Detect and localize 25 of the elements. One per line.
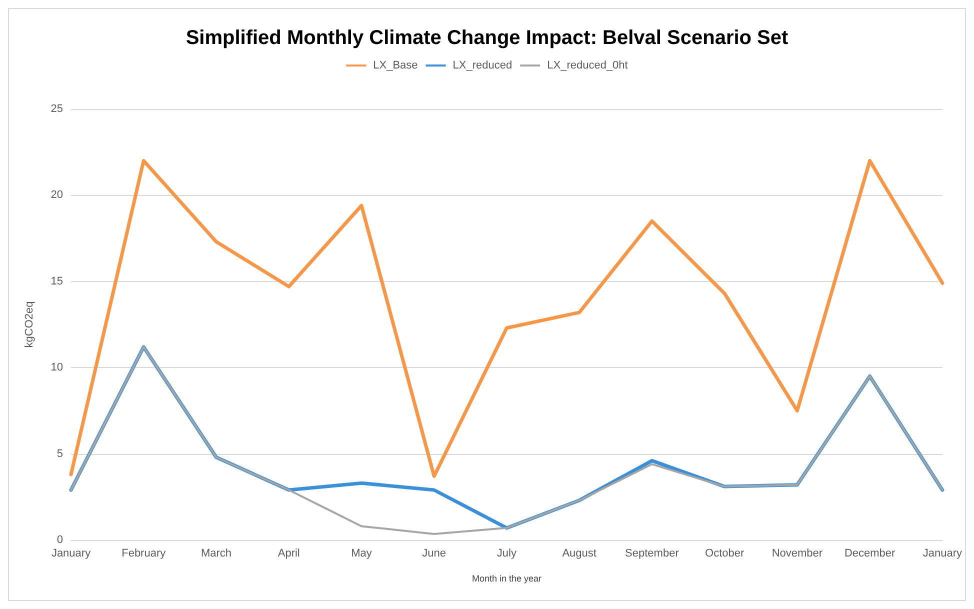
x-tick-label: October (705, 548, 744, 560)
y-tick-label: 10 (50, 362, 63, 374)
y-tick-label: 0 (56, 534, 63, 546)
legend-label: LX_Base (373, 60, 418, 72)
x-tick-label: November (772, 548, 823, 560)
y-axis-title: kgCO2eq (24, 301, 36, 348)
x-tick-label: January (922, 548, 962, 560)
y-tick-label: 5 (56, 448, 63, 460)
x-tick-label: July (496, 548, 517, 560)
x-tick-label: January (51, 548, 92, 560)
x-tick-label: June (422, 548, 446, 560)
x-tick-label: April (278, 548, 300, 560)
x-tick-label: August (562, 548, 596, 560)
chart-title: Simplified Monthly Climate Change Impact: Belval Scenario Set (186, 27, 789, 49)
x-tick-label: December (844, 548, 896, 560)
y-tick-label: 20 (50, 189, 63, 202)
legend-label: LX_reduced_0ht (547, 60, 628, 72)
y-tick-label: 15 (50, 275, 63, 288)
x-tick-label: September (625, 548, 680, 560)
x-tick-label: March (200, 548, 232, 560)
legend-label: LX_reduced (452, 60, 512, 72)
x-tick-label: February (122, 548, 166, 560)
y-tick-label: 25 (50, 103, 63, 115)
x-axis-title: Month in the year (472, 574, 542, 584)
x-tick-label: May (351, 548, 372, 560)
